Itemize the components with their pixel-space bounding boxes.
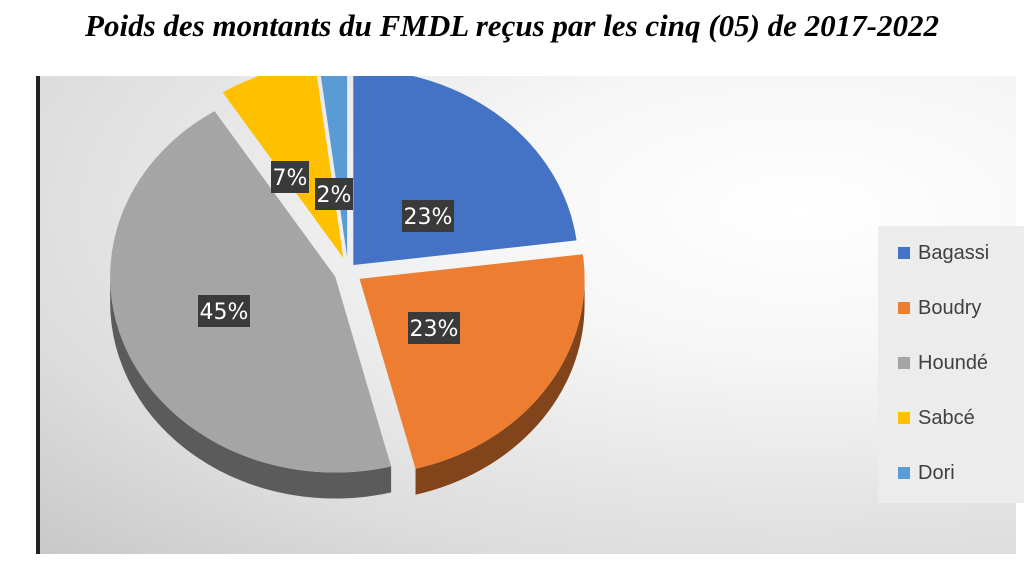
data-label-text: 2% — [317, 183, 352, 208]
data-label-box — [198, 295, 250, 327]
pie-slice-boudry — [359, 254, 585, 469]
legend-swatch — [898, 467, 910, 479]
data-label-dori: 2% — [315, 178, 353, 210]
legend-item-hounde: Houndé — [898, 351, 988, 375]
data-label-box — [315, 178, 353, 210]
pie-slice-side-houndé — [110, 276, 392, 499]
legend-item-bagassi: Bagassi — [898, 241, 989, 265]
pie-slice-dori — [320, 76, 348, 258]
legend-label: Bagassi — [918, 241, 990, 264]
legend-swatch — [898, 302, 910, 314]
legend-label: Sabcé — [918, 406, 975, 429]
data-label-bagassi: 23% — [402, 200, 454, 232]
data-label-houndé: 45% — [198, 295, 250, 327]
pie-slice-bagassi — [353, 76, 577, 265]
legend-swatch — [898, 247, 910, 259]
legend-label: Dori — [918, 461, 955, 484]
data-label-boudry: 23% — [408, 312, 460, 344]
pie-slice-houndé — [110, 111, 392, 473]
legend: Bagassi Boudry Houndé Sabcé Dori — [878, 226, 1024, 503]
data-label-box — [271, 161, 309, 193]
data-label-sabcé: 7% — [271, 161, 309, 193]
data-label-text: 23% — [404, 205, 453, 230]
pie-chart: 23% 23% 45% 7% 2% — [110, 76, 585, 499]
data-label-text: 23% — [410, 317, 459, 342]
legend-label: Houndé — [918, 351, 989, 374]
data-label-box — [402, 200, 454, 232]
legend-item-boudry: Boudry — [898, 296, 981, 320]
chart-area: 23% 23% 45% 7% 2% Bagassi Boudry Houndé Sabc… — [36, 76, 1024, 554]
chart-title: Poids des montants du FMDL reçus par les… — [85, 8, 939, 43]
data-label-text: 7% — [273, 166, 308, 191]
legend-item-dori: Dori — [898, 461, 955, 485]
legend-item-sabce: Sabcé — [898, 406, 975, 430]
legend-swatch — [898, 412, 910, 424]
legend-swatch — [898, 357, 910, 369]
data-label-box — [408, 312, 460, 344]
pie-slice-side-boudry — [415, 278, 585, 495]
legend-label: Boudry — [918, 296, 982, 319]
data-label-text: 45% — [200, 300, 249, 325]
